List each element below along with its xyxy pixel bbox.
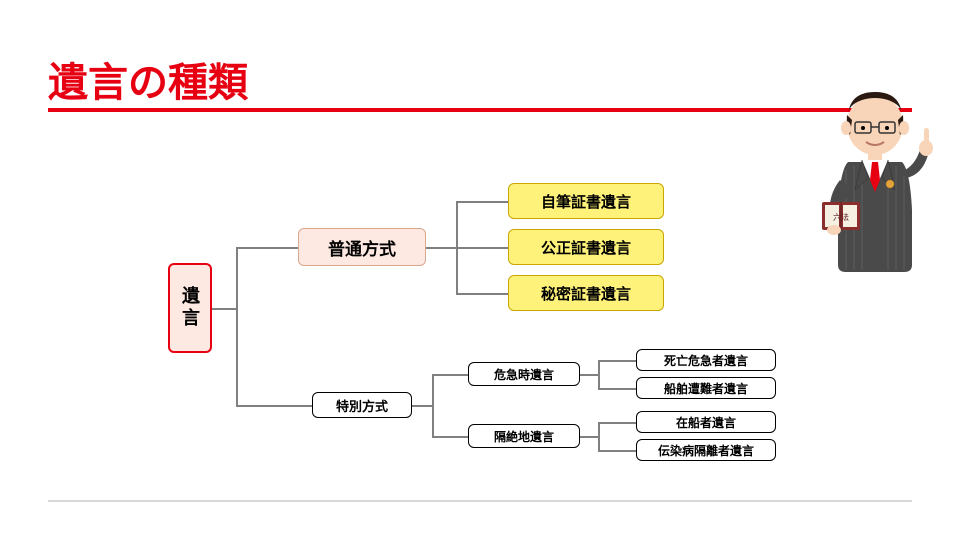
tree-node: 隔絶地遺言 (468, 424, 580, 448)
tree-node: 普通方式 (298, 228, 426, 266)
connector (412, 405, 432, 407)
connector (456, 293, 508, 295)
connector (580, 374, 598, 376)
tree-node: 在船者遺言 (636, 411, 776, 433)
connector (212, 308, 236, 310)
connector (598, 388, 636, 390)
tree-node: 特別方式 (312, 392, 412, 418)
tree-node: 自筆証書遺言 (508, 183, 664, 219)
tree-node: 船舶遭難者遺言 (636, 377, 776, 399)
connector (236, 247, 298, 249)
connector (236, 247, 238, 405)
bottom-divider (48, 500, 912, 502)
tree-node: 危急時遺言 (468, 362, 580, 386)
connector (426, 247, 456, 249)
connector (456, 247, 508, 249)
connector (598, 360, 636, 362)
lawyer-badge-icon (886, 180, 894, 188)
connector (598, 422, 636, 424)
connector (598, 450, 636, 452)
connector (432, 374, 434, 436)
connector (236, 405, 312, 407)
connector (598, 360, 600, 388)
connector (580, 436, 598, 438)
lawyer-avatar: 六法 (810, 80, 940, 280)
connector (432, 374, 468, 376)
tree-node: 死亡危急者遺言 (636, 349, 776, 371)
tree-node: 遺言 (168, 263, 212, 353)
connector (598, 422, 600, 450)
tree-node: 公正証書遺言 (508, 229, 664, 265)
tree-node: 秘密証書遺言 (508, 275, 664, 311)
connector (432, 436, 468, 438)
tree-node: 伝染病隔離者遺言 (636, 439, 776, 461)
book-label: 六法 (833, 212, 849, 222)
pointing-finger-icon (924, 128, 929, 150)
connector (456, 201, 508, 203)
